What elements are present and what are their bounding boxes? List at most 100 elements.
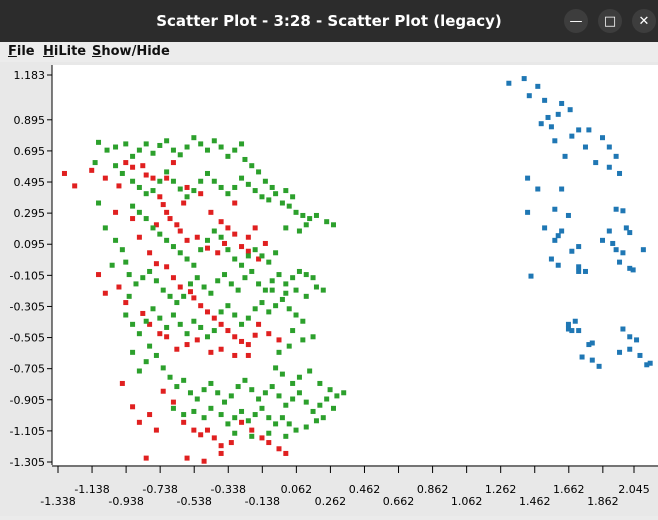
data-point-red	[276, 446, 282, 452]
data-point-green	[96, 200, 102, 206]
data-point-blue	[525, 209, 531, 215]
data-point-blue	[521, 76, 527, 82]
data-point-green	[184, 144, 190, 150]
data-point-green	[167, 293, 173, 299]
data-point-green	[191, 188, 197, 194]
data-point-red	[164, 334, 170, 340]
data-point-green	[266, 430, 272, 436]
scatter-plot[interactable]: 1.183 0.895 0.695 0.495 0.295 0.095 -0.105 -0.3…	[0, 62, 658, 516]
menu-show-hide[interactable]: Show/Hide	[92, 44, 170, 59]
data-point-red	[184, 455, 190, 461]
data-point-red	[184, 184, 190, 190]
data-point-red	[157, 194, 163, 200]
data-point-green	[225, 153, 231, 159]
data-point-blue	[565, 321, 571, 327]
data-point-green	[245, 253, 251, 259]
y-tick-label: 0.895	[14, 114, 46, 127]
data-point-green	[249, 163, 255, 169]
data-point-green	[143, 141, 149, 147]
data-point-blue	[548, 124, 554, 130]
data-point-blue	[552, 237, 558, 243]
data-point-green	[211, 178, 217, 184]
data-point-green	[276, 272, 282, 278]
y-tick-label: 0.495	[14, 176, 46, 189]
x-tick-label: 2.045	[618, 483, 650, 496]
data-point-red	[130, 404, 136, 410]
close-icon[interactable]: ✕	[632, 9, 656, 33]
minimize-icon[interactable]: —	[564, 9, 588, 33]
data-point-blue	[559, 186, 565, 192]
data-point-blue	[576, 244, 582, 250]
data-point-green	[300, 212, 306, 218]
y-tick-label: -1.305	[10, 456, 45, 469]
data-point-green	[174, 300, 180, 306]
data-point-blue	[617, 170, 623, 176]
data-point-green	[123, 141, 129, 147]
menu-file[interactable]: File	[8, 44, 35, 59]
data-point-green	[136, 331, 142, 337]
data-point-green	[143, 318, 149, 324]
x-tick-label: -0.938	[108, 495, 143, 508]
data-point-green	[239, 321, 245, 327]
data-point-green	[239, 408, 245, 414]
data-point-red	[245, 342, 251, 348]
data-point-red	[184, 342, 190, 348]
data-point-green	[341, 390, 347, 396]
data-point-blue	[555, 262, 561, 268]
data-point-red	[160, 202, 166, 208]
data-point-red	[116, 284, 122, 290]
data-point-green	[215, 278, 221, 284]
menu-hilite[interactable]: HiLite	[43, 44, 87, 59]
data-point-green	[303, 293, 309, 299]
data-point-green	[187, 390, 193, 396]
data-point-red	[177, 228, 183, 234]
maximize-icon[interactable]: □	[598, 9, 622, 33]
data-point-blue	[606, 228, 612, 234]
data-point-green	[194, 396, 200, 402]
data-point-blue	[596, 363, 602, 369]
data-point-green	[198, 141, 204, 147]
data-point-red	[259, 435, 265, 441]
data-point-green	[259, 300, 265, 306]
data-point-green	[204, 237, 210, 243]
data-point-blue	[535, 83, 541, 89]
data-point-red	[160, 388, 166, 394]
data-point-green	[201, 284, 207, 290]
data-point-red	[211, 315, 217, 321]
data-point-red	[164, 175, 170, 181]
data-point-red	[119, 380, 125, 386]
data-point-red	[204, 427, 210, 433]
data-point-green	[273, 250, 279, 256]
data-point-green	[232, 430, 238, 436]
data-point-green	[249, 387, 255, 393]
data-point-red	[194, 234, 200, 240]
data-point-green	[317, 380, 323, 386]
data-point-blue	[593, 160, 599, 166]
data-point-red	[143, 172, 149, 178]
data-point-green	[157, 178, 163, 184]
y-tick-label: -0.105	[10, 269, 45, 282]
x-tick-label: 1.862	[587, 495, 619, 508]
data-point-green	[181, 293, 187, 299]
data-point-green	[232, 184, 238, 190]
data-point-red	[222, 240, 228, 246]
data-point-green	[130, 349, 136, 355]
x-tick-label: 0.062	[281, 483, 313, 496]
data-point-red	[198, 191, 204, 197]
data-point-green	[170, 405, 176, 411]
plot-area: 1.183 0.895 0.695 0.495 0.295 0.095 -0.105 -0.3…	[0, 62, 658, 516]
data-point-green	[170, 147, 176, 153]
data-point-red	[181, 419, 187, 425]
data-point-green	[201, 415, 207, 421]
data-point-green	[296, 374, 302, 380]
data-point-red	[150, 175, 156, 181]
data-point-green	[290, 194, 296, 200]
data-point-blue	[552, 206, 558, 212]
data-point-green	[157, 315, 163, 321]
data-point-blue	[526, 93, 532, 99]
data-point-red	[191, 427, 197, 433]
data-point-green	[269, 184, 275, 190]
data-point-green	[239, 141, 245, 147]
data-point-red	[218, 219, 224, 225]
data-point-red	[147, 321, 153, 327]
